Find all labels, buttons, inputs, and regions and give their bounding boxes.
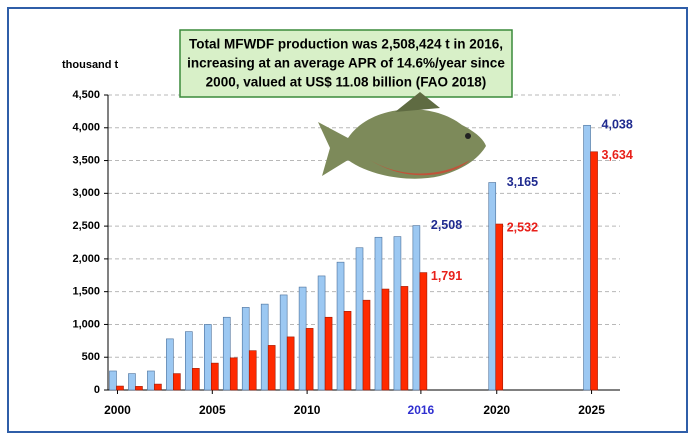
bar <box>109 371 116 390</box>
bar <box>420 273 427 390</box>
bar <box>147 371 154 390</box>
y-tick-label: 500 <box>82 351 100 363</box>
bar <box>261 304 268 390</box>
bar <box>382 289 389 390</box>
bar <box>584 125 591 390</box>
bar <box>413 226 420 390</box>
title-line: Total MFWDF production was 2,508,424 t i… <box>189 37 503 52</box>
y-tick-label: 1,000 <box>72 318 100 330</box>
bar <box>135 386 142 390</box>
data-label: 3,165 <box>507 175 538 189</box>
bar <box>287 337 294 390</box>
bar <box>128 374 135 390</box>
bar <box>394 237 401 390</box>
y-axis-label: thousand t <box>62 59 119 71</box>
bar <box>337 262 344 390</box>
y-tick-label: 3,500 <box>72 154 100 166</box>
bar <box>185 332 192 390</box>
x-tick-label: 2016 <box>408 403 435 417</box>
bar <box>166 339 173 390</box>
data-label: 2,532 <box>507 220 538 234</box>
bar <box>325 317 332 390</box>
x-tick-label: 2000 <box>104 403 131 417</box>
data-label: 4,038 <box>602 118 633 132</box>
bar <box>204 324 211 390</box>
data-label: 2,508 <box>431 218 462 232</box>
bar <box>375 237 382 390</box>
bar <box>268 345 275 390</box>
bar <box>249 351 256 390</box>
bar <box>230 358 237 390</box>
y-tick-label: 1,500 <box>72 286 100 298</box>
data-label: 3,634 <box>602 148 633 162</box>
bar <box>318 276 325 390</box>
bar <box>306 328 313 390</box>
bar <box>496 224 503 390</box>
y-tick-label: 4,500 <box>72 89 100 101</box>
y-tick-label: 3,000 <box>72 187 100 199</box>
chart: 0 500 1,000 1,500 2,000 2,500 3,000 3,500 4,000 4… <box>0 0 696 439</box>
x-tick-label: 2025 <box>578 403 605 417</box>
bar <box>591 152 598 390</box>
y-tick-label: 4,000 <box>72 122 100 134</box>
x-tick-label: 2010 <box>294 403 321 417</box>
bar <box>356 248 363 390</box>
data-label: 1,791 <box>431 269 462 283</box>
y-tick-label: 2,000 <box>72 253 100 265</box>
bar <box>401 286 408 390</box>
bar <box>242 307 249 390</box>
bar <box>173 374 180 390</box>
bar <box>363 300 370 390</box>
bar <box>299 287 306 390</box>
title-line: 2000, valued at US$ 11.08 billion (FAO 2… <box>206 75 487 90</box>
y-tick-label: 2,500 <box>72 220 100 232</box>
x-tick-label: 2020 <box>483 403 510 417</box>
bar <box>154 384 161 390</box>
x-tick-label: 2005 <box>199 403 226 417</box>
bar <box>280 295 287 390</box>
bar <box>211 363 218 390</box>
bar <box>192 368 199 390</box>
bar <box>344 311 351 390</box>
bar <box>116 386 123 390</box>
title-line: increasing at an average APR of 14.6%/ye… <box>187 56 505 71</box>
y-tick-label: 0 <box>94 384 100 396</box>
bar <box>223 317 230 390</box>
bar <box>489 183 496 390</box>
